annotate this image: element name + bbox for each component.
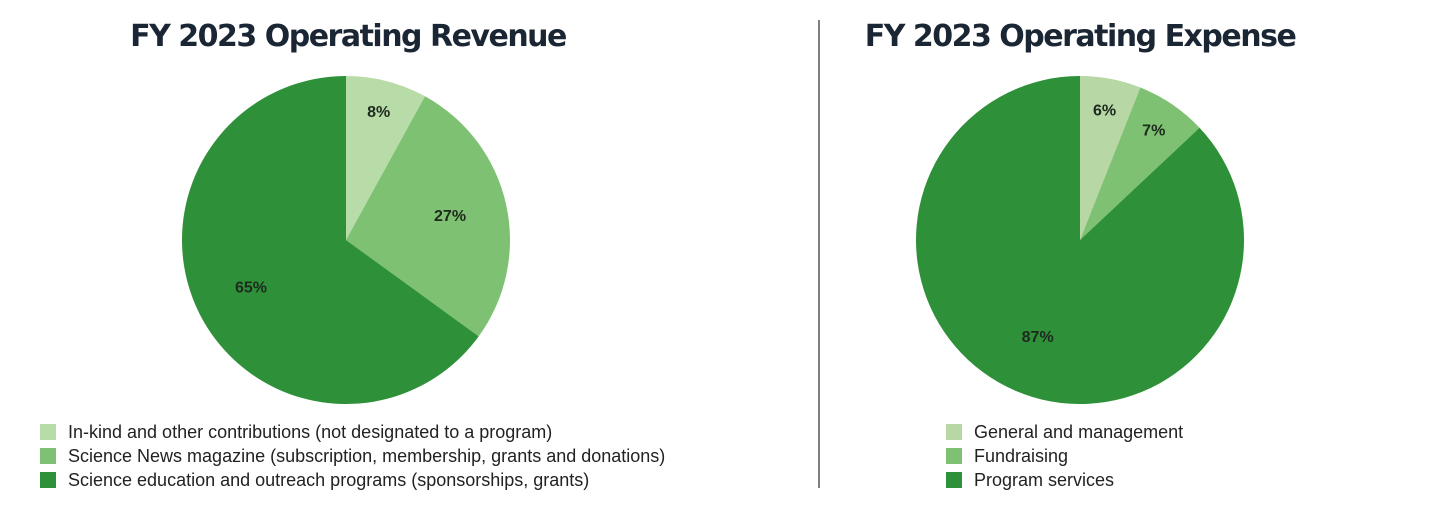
pie-slice (346, 76, 426, 240)
chart-title: FY 2023 Operating Expense (865, 19, 1296, 54)
legend-label: Science education and outreach programs … (68, 470, 589, 490)
legend-label: General and management (974, 422, 1183, 442)
value-label: 87% (1022, 329, 1054, 346)
legend-swatch (40, 448, 56, 464)
legend-swatch (946, 424, 962, 440)
pie-slice (1080, 76, 1141, 240)
legend-swatch (946, 448, 962, 464)
value-label: 65% (235, 280, 267, 297)
chart-title: FY 2023 Operating Revenue (130, 19, 566, 54)
pie-slice (181, 76, 479, 404)
legend-swatch (40, 424, 56, 440)
legend-swatch (946, 472, 962, 488)
value-label: 8% (367, 104, 390, 121)
value-label: 27% (434, 208, 466, 225)
legend-swatch (40, 472, 56, 488)
pie-slice (1080, 87, 1200, 240)
value-label: 6% (1093, 102, 1116, 119)
legend-label: In-kind and other contributions (not des… (68, 422, 552, 442)
pie-slice (346, 96, 510, 337)
legend-label: Fundraising (974, 446, 1068, 466)
value-label: 7% (1142, 123, 1165, 140)
pie-slice (916, 76, 1244, 405)
legend-label: Program services (974, 470, 1114, 490)
legend-label: Science News magazine (subscription, mem… (68, 446, 665, 466)
